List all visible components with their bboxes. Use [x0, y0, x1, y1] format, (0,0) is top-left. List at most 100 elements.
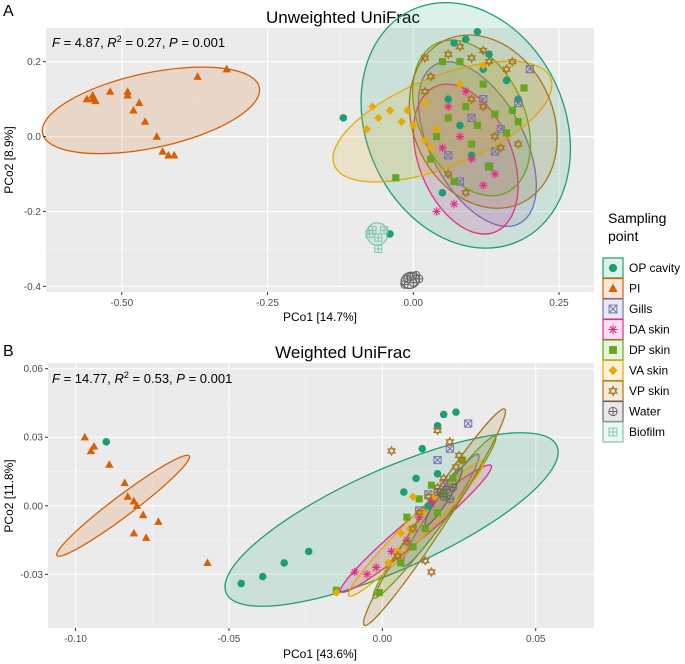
- panel-b-point-pi: [86, 446, 96, 455]
- panel-a-point-dp-skin: [427, 155, 435, 163]
- panel-b-point-op-cavity: [304, 547, 313, 556]
- legend-title-line2: point: [608, 228, 638, 244]
- panel-a-ytick-label: -0.2: [24, 207, 42, 218]
- panel-b-point-pi: [132, 501, 142, 509]
- legend-key-vp-skin: [602, 380, 624, 402]
- panel-a-point-dp-skin: [444, 114, 452, 122]
- panel-b-point-va-skin: [384, 558, 393, 568]
- panel-b-point-vp-skin: [387, 445, 397, 457]
- panel-a-ytick-label: -0.4: [24, 282, 42, 293]
- legend-marker-dp-skin: [609, 346, 617, 354]
- panel-b-point-gills: [464, 419, 473, 428]
- panel-a-point-dp-skin: [438, 58, 446, 66]
- panel-a-stat-p-val: = 0.001: [178, 35, 225, 50]
- panel-b-point-op-cavity: [258, 572, 267, 581]
- panel-b-xtick-label: 0.05: [526, 634, 546, 645]
- panel-b-points: [80, 408, 473, 597]
- panel-a-stat-r: R: [107, 35, 116, 50]
- panel-b-point-vp-skin: [439, 473, 449, 484]
- panel-a-point-dp-skin: [450, 177, 458, 186]
- panel-b-point-op-cavity: [418, 444, 427, 453]
- panel-a-point-dp-skin: [508, 106, 516, 114]
- panel-b-point-pi: [138, 510, 148, 519]
- legend-marker-gills: [608, 304, 618, 314]
- legend-marker-vp-skin: [608, 385, 618, 397]
- panel-b-point-va-skin: [405, 524, 415, 533]
- panel-a-point-vp-skin: [455, 41, 465, 52]
- panel-a-point-vp-skin: [490, 131, 500, 142]
- panel-b-point-water: [445, 494, 455, 504]
- panel-b-point-va-skin: [430, 492, 439, 501]
- panel-a-point-va-skin: [432, 124, 441, 134]
- panel-a-xlabel: PCo1 [14.7%]: [283, 310, 357, 324]
- panel-a-ytick-label: 0.2: [27, 57, 41, 68]
- panel-b-point-pi: [123, 492, 132, 500]
- panel-b-point-dp-skin: [458, 456, 466, 464]
- panel-a-point-op-cavity: [502, 76, 511, 85]
- panel-b-ytick-label: 0.00: [24, 501, 44, 512]
- legend-item-pi: PI: [602, 277, 640, 300]
- panel-a-stat-p: P: [169, 35, 178, 50]
- legend: OP cavity PI Gills DA skin DP skin VA skin VP …: [602, 257, 680, 443]
- panel-a-point-da-skin: [479, 181, 488, 190]
- panel-a-point-va-skin: [374, 113, 383, 123]
- panel-a-point-pi: [123, 90, 132, 99]
- panel-a-title: Unweighted UniFrac: [266, 8, 421, 27]
- panel-b-ellipses: [56, 408, 559, 627]
- panel-a-point-va-skin: [409, 121, 418, 130]
- legend-item-da-skin: DA skin: [602, 318, 670, 341]
- legend-marker-op-cavity: [608, 263, 618, 273]
- panel-b-xtick-label: -0.05: [218, 634, 241, 645]
- panel-a-point-va-skin: [385, 106, 395, 115]
- panel-a-point-dp-skin: [514, 118, 522, 126]
- panel-b-ytick-label: 0.03: [24, 433, 44, 444]
- panel-b-point-op-cavity: [424, 502, 433, 510]
- panel-a-point-vp-skin: [420, 52, 430, 64]
- panel-b-point-water: [448, 483, 458, 492]
- panel-b-letter: B: [3, 343, 14, 360]
- panel-a-point-pi: [129, 105, 138, 114]
- panel-b-point-op-cavity: [400, 488, 408, 496]
- panel-b-point-da-skin: [387, 547, 396, 556]
- panel-a-point-va-skin: [397, 117, 406, 126]
- panel-a-point-pi: [135, 98, 144, 107]
- panel-b-point-dp-skin: [403, 513, 411, 521]
- panel-a-point-biofilm: [374, 244, 383, 254]
- panel-b-stat-f-val: = 14.77,: [60, 371, 115, 386]
- panel-a-point-da-skin: [432, 207, 441, 216]
- panel-b-point-va-skin: [332, 588, 341, 597]
- panel-b-point-vp-skin: [393, 550, 403, 562]
- panel-b-point-da-skin: [427, 497, 436, 506]
- panel-b-point-dp-skin: [421, 525, 429, 533]
- panel-a-point-vp-skin: [420, 86, 430, 97]
- panel-a-point-op-cavity: [444, 95, 453, 103]
- panel-b-axis-ticks: -0.10 -0.05 0.00 0.05 -0.03 0.00 0.03 0.06: [20, 364, 546, 645]
- panel-a-point-va-skin: [362, 124, 371, 134]
- panel-b-point-vp-skin: [423, 491, 433, 502]
- panel-a-ellipse-pi: [41, 66, 261, 155]
- panel-b-point-vp-skin: [414, 507, 424, 518]
- panel-b-ytick-label: 0.06: [24, 364, 44, 375]
- panel-a-point-va-skin: [426, 143, 435, 153]
- panel-b-ellipse-pi: [56, 454, 191, 557]
- panel-a-point-pi: [82, 94, 92, 103]
- panel-b-point-vp-skin: [457, 454, 467, 466]
- panel-a-point-va-skin: [420, 136, 430, 145]
- panel-a-point-va-skin: [420, 98, 430, 108]
- panel-b-xtick-label: 0.00: [373, 634, 393, 645]
- legend-item-vp-skin: VP skin: [602, 380, 669, 402]
- panel-a-xtick-label: -0.25: [256, 298, 279, 309]
- panel-a-point-da-skin: [467, 154, 476, 164]
- panel-b-point-pi: [105, 460, 114, 468]
- panel-b-point-vp-skin: [408, 523, 418, 534]
- panel-b-stat-p-val: = 0.001: [185, 371, 232, 386]
- legend-label-water: Water: [629, 405, 661, 419]
- legend-label-gills: Gills: [629, 302, 652, 316]
- panel-a-point-biofilm: [380, 226, 389, 235]
- legend-marker-water: [608, 406, 618, 417]
- panel-b-stat-f: F: [52, 371, 61, 386]
- panel-a-point-dp-skin: [520, 84, 528, 92]
- legend-item-biofilm: Biofilm: [602, 421, 665, 443]
- panel-b-point-op-cavity: [452, 408, 460, 416]
- panel-a-point-gills: [525, 65, 534, 74]
